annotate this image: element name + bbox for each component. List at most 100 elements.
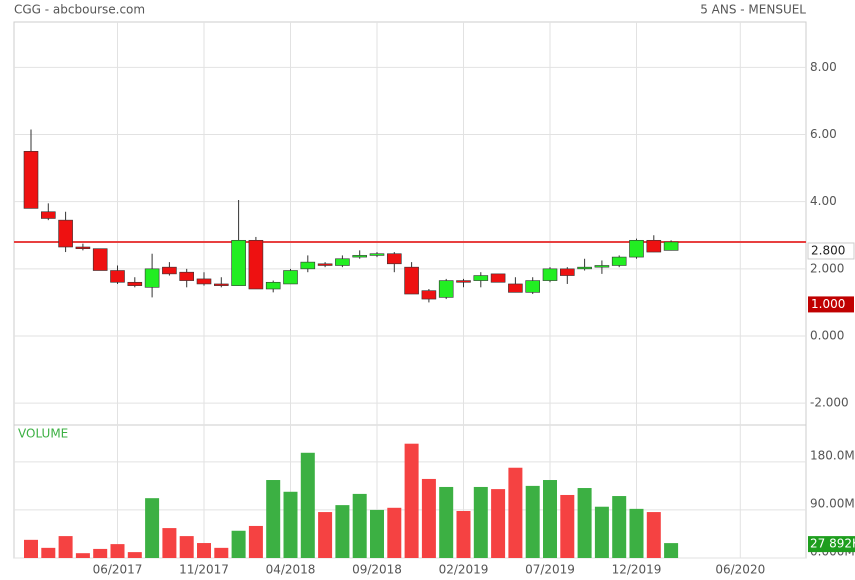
candle-body — [179, 271, 194, 281]
price-badge — [807, 242, 855, 260]
volume-bar — [145, 498, 160, 558]
volume-bar — [612, 496, 627, 558]
volume-bar — [646, 512, 661, 558]
candle-body — [611, 256, 627, 266]
volume-bar — [370, 509, 384, 558]
candle-body — [473, 275, 489, 281]
price-badge-label: 2.800 — [811, 243, 845, 257]
x-tick-label: 06/2020 — [715, 563, 765, 577]
chart-title: CGG - abcbourse.com — [14, 3, 145, 17]
volume-badge-label: 27 892K — [810, 537, 855, 551]
candle-body — [196, 278, 212, 285]
volume-bar — [629, 508, 644, 558]
candle-body — [577, 266, 592, 270]
candle-body — [646, 239, 662, 253]
volume-bar — [421, 478, 436, 558]
candle-body — [231, 239, 246, 286]
y-tick-label: 2.000 — [810, 261, 844, 275]
candle-body — [594, 265, 610, 268]
volume-bar — [93, 548, 108, 558]
volume-label: VOLUME — [18, 427, 68, 441]
y-tick-label: 6.00 — [810, 127, 837, 141]
candle-body — [110, 270, 125, 283]
volume-bar — [248, 525, 263, 558]
volume-badge — [808, 536, 855, 553]
marker-badge — [808, 296, 854, 313]
candle-body — [75, 246, 91, 249]
y-tick-label: 4.00 — [810, 194, 837, 208]
x-tick-label: 04/2018 — [266, 563, 316, 577]
volume-bar — [525, 485, 540, 558]
candle-body — [300, 261, 316, 270]
x-tick-label: 11/2017 — [179, 563, 229, 577]
volume-bar — [197, 543, 211, 558]
candle-body — [248, 239, 264, 290]
volume-tick-label: 90.00M — [810, 496, 855, 510]
y-tick-label: 8.00 — [810, 60, 837, 74]
x-tick-label: 07/2019 — [525, 563, 575, 577]
volume-bar — [283, 491, 298, 558]
x-tick-label: 09/2018 — [352, 563, 402, 577]
volume-bar — [231, 530, 246, 558]
volume-bar — [508, 467, 523, 558]
volume-bar — [266, 480, 281, 558]
candle-body — [663, 241, 679, 251]
volume-bar — [594, 506, 609, 558]
candle-body — [92, 248, 108, 271]
candle-body — [40, 211, 56, 219]
volume-bar — [335, 505, 350, 558]
volume-bar — [560, 494, 575, 558]
volume-bar — [300, 452, 315, 558]
candle-body — [214, 283, 229, 286]
marker-badge-label: 1.000 — [811, 297, 845, 311]
volume-bar — [110, 544, 125, 558]
y-tick-label: -2.000 — [810, 396, 849, 410]
candle-body — [144, 268, 160, 288]
candle-body — [369, 253, 385, 256]
candle-body — [490, 273, 506, 283]
volume-bar — [127, 552, 142, 558]
volume-bar — [24, 539, 38, 558]
volume-bar — [162, 528, 177, 558]
candle-body — [525, 280, 541, 293]
candle-body — [438, 280, 454, 298]
volume-bar — [473, 486, 488, 558]
candle-body — [283, 270, 298, 285]
candle-body — [162, 266, 177, 275]
volume-bar — [75, 553, 90, 558]
candle-body — [58, 219, 73, 248]
volume-tick-label: 180.0M — [810, 448, 855, 462]
volume-bar — [491, 489, 506, 558]
y-tick-label: 0.000 — [810, 329, 844, 343]
volume-bar — [41, 547, 56, 558]
volume-bar — [543, 480, 557, 558]
candle-body — [404, 266, 419, 295]
candle-body — [127, 281, 143, 286]
chart-subtitle: 5 ANS - MENSUEL — [700, 3, 806, 17]
candle-body — [386, 253, 402, 265]
candle-body — [23, 150, 39, 209]
volume-bar — [577, 488, 592, 558]
candle-body — [456, 280, 471, 283]
x-tick-label: 02/2019 — [439, 563, 489, 577]
volume-bar — [387, 507, 402, 558]
volume-bar — [58, 536, 73, 558]
volume-bar — [456, 510, 471, 558]
candle-body — [335, 258, 350, 266]
x-tick-label: 12/2019 — [612, 563, 662, 577]
candle-body — [265, 281, 281, 290]
candle-body — [508, 283, 523, 293]
candle-body — [629, 239, 644, 258]
volume-bar — [404, 443, 419, 558]
candle-body — [421, 290, 437, 300]
volume-bar — [352, 493, 367, 558]
candle-body — [352, 255, 368, 258]
volume-bar — [214, 547, 229, 558]
volume-bar — [439, 486, 454, 558]
candle-body — [542, 268, 558, 281]
volume-bar — [664, 543, 679, 558]
candle-body — [559, 268, 575, 276]
x-tick-label: 06/2017 — [93, 563, 143, 577]
candle-body — [317, 263, 333, 266]
